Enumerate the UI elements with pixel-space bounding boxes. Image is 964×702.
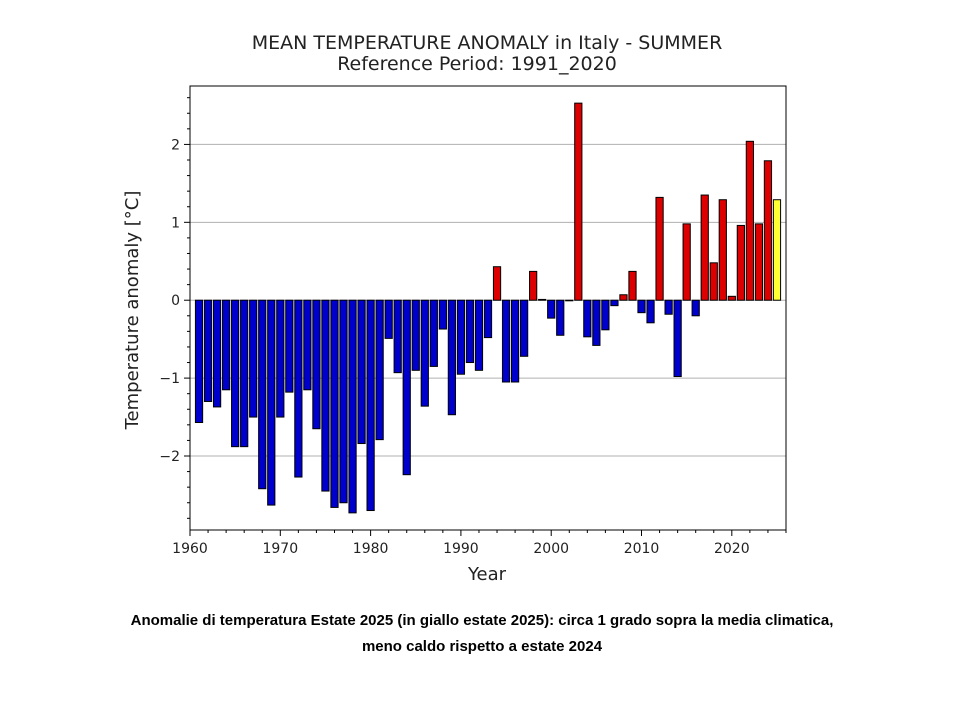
bar-2001 — [556, 299, 565, 336]
caption-line-1: Anomalie di temperatura Estate 2025 (in … — [130, 612, 834, 629]
bar-2016 — [691, 299, 700, 317]
bar-1966 — [240, 299, 249, 448]
bar-2023 — [754, 223, 764, 301]
bar-2020 — [727, 295, 736, 301]
bar-2019 — [718, 199, 727, 301]
bar-1998 — [529, 270, 538, 301]
y-tick-label: 0 — [171, 293, 180, 309]
bar-2002 — [565, 299, 574, 302]
bar-2007 — [610, 299, 619, 307]
bar-2012 — [655, 196, 664, 301]
bar-2024 — [763, 160, 773, 301]
x-tick-label: 1970 — [262, 541, 298, 557]
bar-2011 — [646, 299, 655, 324]
chart-subtitle: Reference Period: 1991_2020 — [337, 53, 617, 75]
bar-1964 — [222, 299, 231, 391]
bar-2000 — [547, 299, 556, 319]
bar-1986 — [420, 299, 429, 407]
bar-2008 — [619, 294, 628, 301]
axes: −2 −1 0 1 2 1960 1970 1980 1990 2000 2010 2020 — [159, 85, 787, 557]
bar-1974 — [312, 299, 321, 430]
bar-2014 — [673, 299, 682, 378]
x-axis-label: Year — [467, 564, 507, 585]
bar-1976 — [330, 299, 339, 508]
bar-2005 — [592, 299, 601, 346]
plot-frame — [189, 85, 787, 531]
y-tick-label: 2 — [171, 137, 180, 153]
bar-1982 — [384, 299, 393, 339]
bar-1983 — [393, 299, 402, 374]
bar-2009 — [628, 270, 637, 301]
caption-line-2: meno caldo rispetto a estate 2024 — [361, 638, 603, 655]
bar-1977 — [339, 299, 348, 504]
bar-1979 — [357, 299, 366, 445]
bar-1970 — [276, 299, 285, 418]
bars — [194, 102, 782, 514]
y-tick-label: −2 — [159, 449, 180, 465]
bar-1988 — [438, 299, 447, 330]
bar-2010 — [637, 299, 646, 314]
bar-2003 — [574, 102, 583, 301]
bar-1996 — [510, 299, 520, 383]
bar-1989 — [447, 299, 456, 416]
y-tick-label: 1 — [171, 215, 180, 231]
bar-1971 — [285, 299, 294, 393]
bar-1990 — [456, 299, 466, 375]
bar-1973 — [303, 299, 312, 391]
bar-1978 — [348, 299, 357, 514]
bar-2017 — [700, 194, 709, 301]
bar-1962 — [203, 299, 213, 402]
bar-1985 — [411, 299, 420, 371]
x-tick-label: 2000 — [533, 541, 569, 557]
bar-1995 — [501, 299, 511, 383]
x-tick-label: 1990 — [443, 541, 479, 557]
x-tick-label: 2010 — [624, 541, 660, 557]
bar-2025 — [772, 199, 782, 301]
bar-1981 — [375, 299, 384, 441]
bar-2015 — [682, 223, 691, 301]
bar-1992 — [474, 299, 484, 371]
bar-2022 — [745, 140, 754, 301]
y-axis-label: Temperature anomaly [°C] — [122, 191, 143, 431]
bar-1980 — [366, 299, 375, 512]
bar-1987 — [429, 299, 438, 367]
bar-1969 — [267, 299, 276, 506]
bar-1968 — [258, 299, 267, 490]
bar-1994 — [492, 266, 502, 301]
bar-2021 — [736, 224, 745, 301]
bar-1972 — [294, 299, 303, 478]
chart-title: MEAN TEMPERATURE ANOMALY in Italy - SUMM… — [252, 32, 723, 54]
bar-1993 — [483, 299, 493, 339]
x-tick-label: 1960 — [172, 541, 208, 557]
bar-2004 — [583, 299, 592, 338]
x-tick-label: 1980 — [353, 541, 389, 557]
bar-2018 — [709, 262, 718, 301]
bar-1965 — [231, 299, 240, 448]
bar-1961 — [194, 299, 204, 424]
bar-2013 — [664, 299, 673, 315]
bar-1975 — [321, 299, 330, 492]
y-tick-label: −1 — [159, 371, 180, 387]
bar-1967 — [249, 299, 258, 418]
bar-1963 — [212, 299, 222, 408]
x-tick-label: 2020 — [714, 541, 750, 557]
bar-1991 — [465, 299, 475, 364]
bar-1984 — [402, 299, 411, 476]
bar-1999 — [538, 298, 547, 301]
bar-2006 — [601, 299, 610, 331]
bar-1997 — [520, 299, 529, 357]
